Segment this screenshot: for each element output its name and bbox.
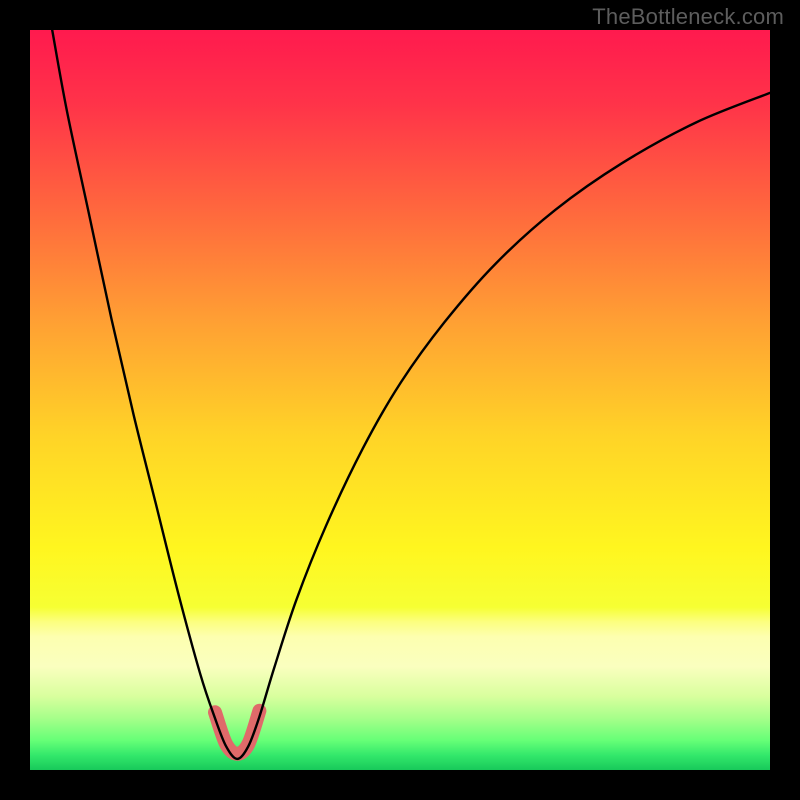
watermark-text: TheBottleneck.com <box>592 4 784 30</box>
chart-container: { "watermark": { "text": "TheBottleneck.… <box>0 0 800 800</box>
bottleneck-curve-chart <box>0 0 800 800</box>
